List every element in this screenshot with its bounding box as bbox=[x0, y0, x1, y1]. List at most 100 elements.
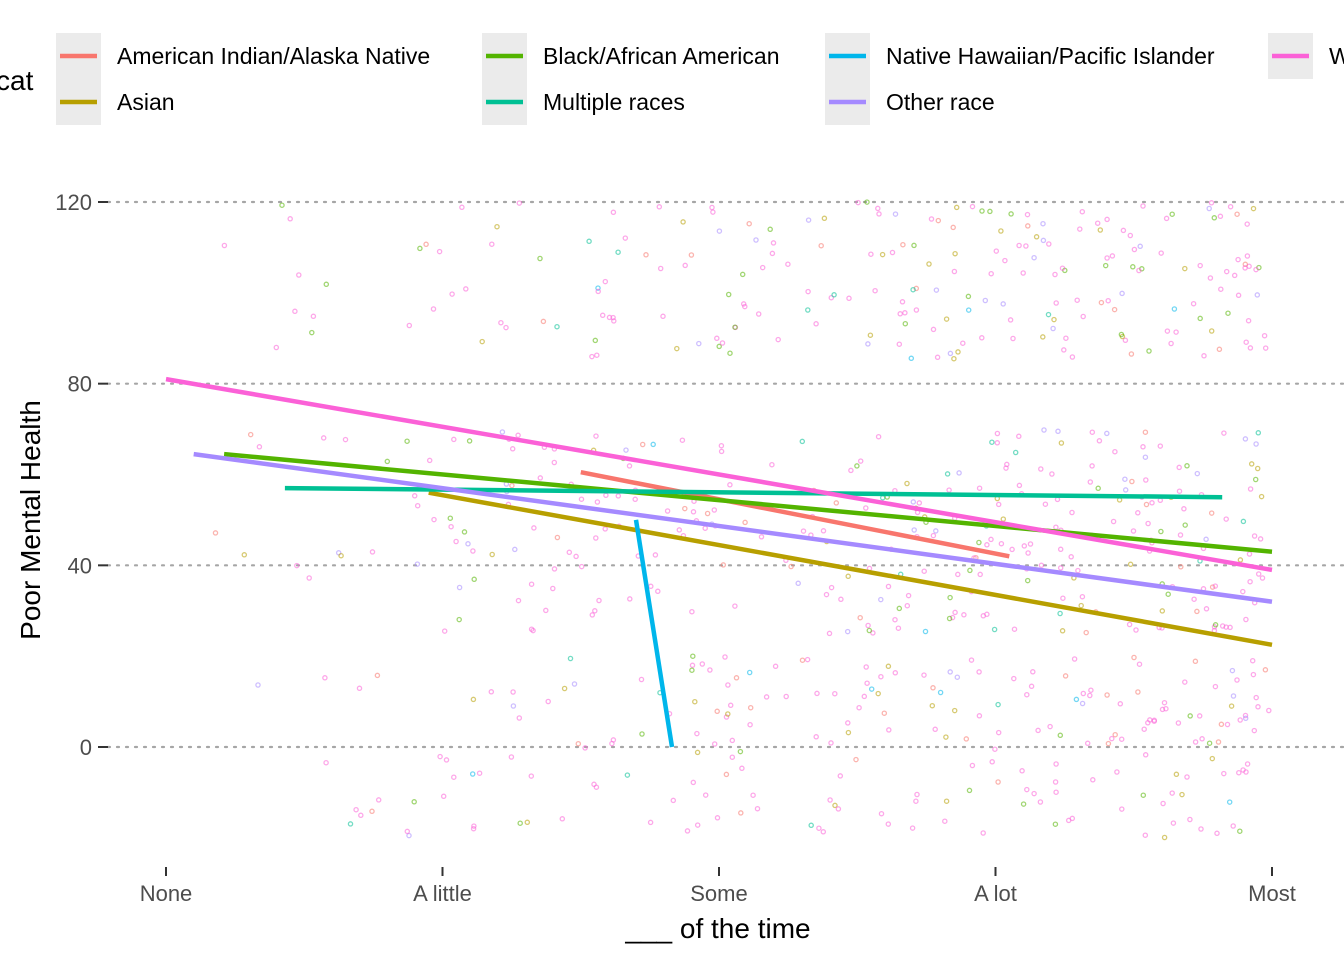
data-point bbox=[848, 467, 854, 474]
data-point bbox=[711, 507, 718, 513]
data-point bbox=[593, 535, 599, 541]
data-point bbox=[856, 704, 862, 711]
legend-item-native-hawaiian-pacific-islander: Native Hawaiian/Pacific Islander bbox=[825, 33, 1215, 79]
data-point bbox=[531, 525, 537, 531]
data-point bbox=[657, 265, 664, 272]
data-point bbox=[1250, 671, 1257, 678]
data-point bbox=[1049, 471, 1055, 477]
data-point bbox=[1208, 328, 1215, 334]
legend-label: W bbox=[1329, 43, 1344, 69]
data-point bbox=[310, 313, 317, 320]
trend-line-other-race bbox=[193, 451, 1273, 604]
data-point bbox=[664, 508, 671, 514]
data-point bbox=[593, 433, 599, 439]
data-point bbox=[989, 439, 995, 445]
data-point bbox=[747, 704, 754, 711]
data-point bbox=[627, 596, 633, 602]
data-point bbox=[540, 318, 547, 325]
data-point bbox=[436, 248, 443, 255]
data-point bbox=[306, 575, 312, 581]
data-point bbox=[866, 627, 873, 634]
data-point bbox=[528, 581, 535, 587]
data-point bbox=[1063, 335, 1069, 341]
data-point bbox=[515, 597, 522, 604]
data-point bbox=[369, 549, 376, 555]
data-point bbox=[1184, 463, 1190, 469]
data-point bbox=[1057, 546, 1064, 553]
data-point bbox=[498, 319, 504, 326]
y-tick-label-0: 0 bbox=[80, 735, 92, 760]
data-point bbox=[639, 731, 645, 737]
data-point bbox=[707, 667, 713, 673]
data-point bbox=[423, 241, 429, 248]
data-point bbox=[980, 830, 986, 836]
data-point bbox=[746, 220, 752, 227]
trend-line-native-hawaiian-pacific-islander bbox=[633, 519, 675, 748]
data-point bbox=[476, 770, 483, 776]
data-point bbox=[885, 663, 892, 670]
data-point bbox=[1053, 761, 1059, 767]
data-point bbox=[1191, 596, 1197, 602]
trend-line-asian bbox=[428, 490, 1273, 648]
data-point bbox=[1031, 254, 1037, 261]
data-point bbox=[479, 338, 485, 345]
data-point bbox=[456, 584, 463, 591]
data-point bbox=[878, 673, 884, 680]
data-point bbox=[1040, 220, 1046, 227]
data-point bbox=[1242, 265, 1248, 271]
data-point bbox=[528, 773, 535, 779]
trend-line-american-indian-alaska-native bbox=[580, 469, 1010, 559]
data-point bbox=[976, 485, 983, 491]
data-point bbox=[1175, 720, 1182, 726]
data-point bbox=[1209, 584, 1216, 590]
data-point bbox=[440, 793, 447, 800]
data-point bbox=[892, 616, 898, 623]
data-point bbox=[1223, 268, 1230, 275]
data-point bbox=[241, 552, 248, 558]
data-point bbox=[716, 343, 722, 350]
data-point bbox=[1120, 227, 1127, 234]
data-point bbox=[508, 754, 515, 760]
data-point bbox=[369, 808, 375, 815]
data-point bbox=[1227, 203, 1234, 210]
data-point bbox=[494, 223, 500, 230]
data-point bbox=[1136, 661, 1143, 667]
data-point bbox=[1027, 541, 1034, 547]
data-point bbox=[1242, 712, 1249, 719]
data-point bbox=[998, 228, 1004, 234]
data-point bbox=[1077, 226, 1083, 232]
data-point bbox=[799, 438, 806, 445]
data-point bbox=[1135, 689, 1141, 695]
data-point bbox=[1255, 430, 1262, 436]
y-tick-label-40: 40 bbox=[68, 553, 92, 578]
data-point bbox=[443, 757, 450, 763]
data-point bbox=[995, 701, 1001, 708]
data-point bbox=[1182, 265, 1188, 272]
data-point bbox=[1178, 564, 1184, 570]
data-point bbox=[718, 442, 725, 449]
data-point bbox=[1135, 510, 1141, 516]
data-point bbox=[471, 823, 477, 829]
data-point bbox=[1131, 246, 1138, 253]
data-point bbox=[1182, 679, 1188, 685]
data-point bbox=[470, 825, 477, 832]
data-point bbox=[470, 548, 476, 554]
data-point bbox=[320, 435, 327, 441]
legend-item-asian: Asian bbox=[56, 79, 175, 125]
data-point bbox=[1194, 470, 1201, 477]
legend-label: Black/African American bbox=[543, 43, 779, 69]
data-point bbox=[1111, 306, 1118, 313]
data-point bbox=[928, 216, 935, 222]
grid-lines bbox=[106, 200, 1344, 749]
data-point bbox=[559, 816, 566, 822]
data-point bbox=[567, 655, 574, 662]
data-point bbox=[969, 762, 976, 769]
data-point bbox=[404, 438, 410, 444]
data-point bbox=[1215, 739, 1222, 745]
data-point bbox=[1071, 656, 1078, 662]
data-point bbox=[805, 307, 811, 313]
data-point bbox=[727, 482, 733, 488]
data-point bbox=[875, 205, 881, 212]
data-point bbox=[943, 316, 950, 322]
data-point bbox=[615, 493, 622, 499]
